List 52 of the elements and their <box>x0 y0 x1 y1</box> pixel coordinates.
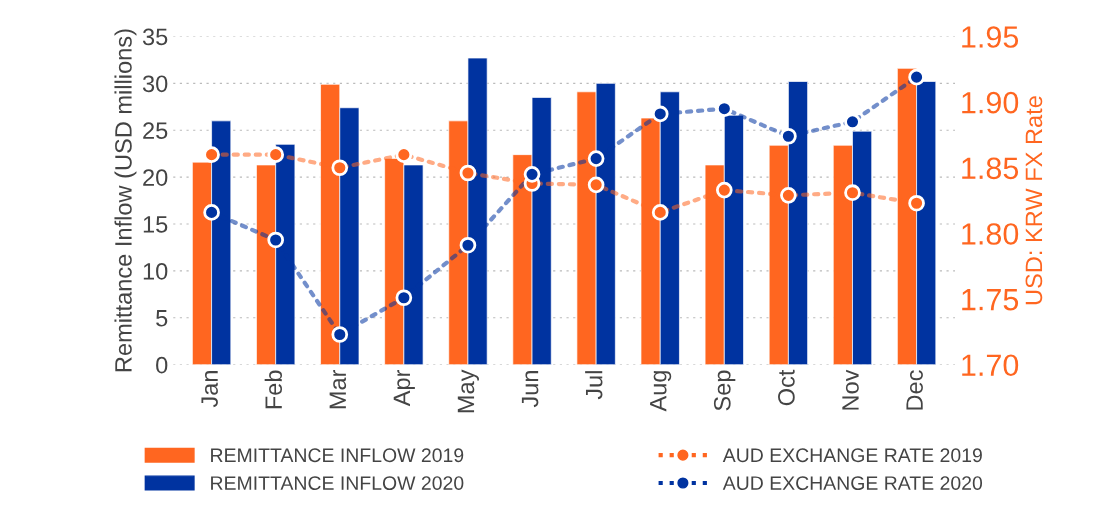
y2-axis-title: USD: KRW FX Rate <box>1025 96 1043 305</box>
point <box>267 231 285 249</box>
y-axis-title: Remittance Inflow (USD millions) <box>114 29 137 372</box>
point <box>203 204 220 221</box>
x-tick-label: Mar <box>329 369 347 409</box>
point <box>267 146 285 163</box>
point <box>908 194 925 212</box>
point <box>331 159 349 177</box>
x-tick-label: Apr <box>393 369 415 407</box>
point <box>844 113 861 131</box>
point <box>523 165 541 183</box>
y2-tick-label: 1.85 <box>962 157 1019 180</box>
x-tick-label: May <box>457 369 479 413</box>
y2-tick-label: 1.80 <box>962 223 1019 245</box>
x-tick-label: Sep <box>713 370 736 411</box>
point <box>780 187 797 204</box>
y-tick-label: 10 <box>143 262 168 280</box>
legend-label: REMITTANCE INFLOW 2019 <box>211 448 464 463</box>
point <box>651 105 669 123</box>
point <box>587 176 605 194</box>
point <box>459 236 477 254</box>
point <box>780 127 797 145</box>
x-tick-label: Dec <box>906 370 923 410</box>
point <box>587 150 605 167</box>
x-tick-label: Aug <box>650 371 672 412</box>
y-tick-label: 35 <box>142 28 168 46</box>
point <box>459 164 477 182</box>
y-tick-label: 30 <box>142 75 168 93</box>
x-tick-label: Oct <box>778 369 795 406</box>
x-tick-label: Feb <box>264 370 283 409</box>
x-tick-label: Jul <box>585 371 603 400</box>
legend-label: REMITTANCE INFLOW 2020 <box>211 476 464 490</box>
y2-tick-label: 1.75 <box>962 289 1019 311</box>
y-tick-label: 5 <box>156 310 168 327</box>
point <box>908 68 925 86</box>
x-tick-label: Nov <box>842 369 859 410</box>
point <box>331 326 349 343</box>
y-tick-label: 0 <box>156 356 168 374</box>
point <box>844 184 861 202</box>
y2-tick-label: 1.70 <box>962 354 1019 377</box>
point <box>715 181 733 199</box>
x-tick-label: Jan <box>201 371 218 408</box>
y2-tick-label: 1.90 <box>962 91 1019 114</box>
y2-tick-label: 1.95 <box>962 26 1019 48</box>
legend-label: AUD EXCHANGE RATE 2019 <box>722 448 982 463</box>
x-tick-label: Jun <box>521 371 539 408</box>
y-tick-label: 25 <box>143 122 168 140</box>
y-tick-label: 15 <box>143 216 168 233</box>
y-tick-label: 20 <box>143 169 168 186</box>
legend-label: AUD EXCHANGE RATE 2020 <box>722 476 983 490</box>
point <box>395 289 413 307</box>
point <box>651 204 669 221</box>
